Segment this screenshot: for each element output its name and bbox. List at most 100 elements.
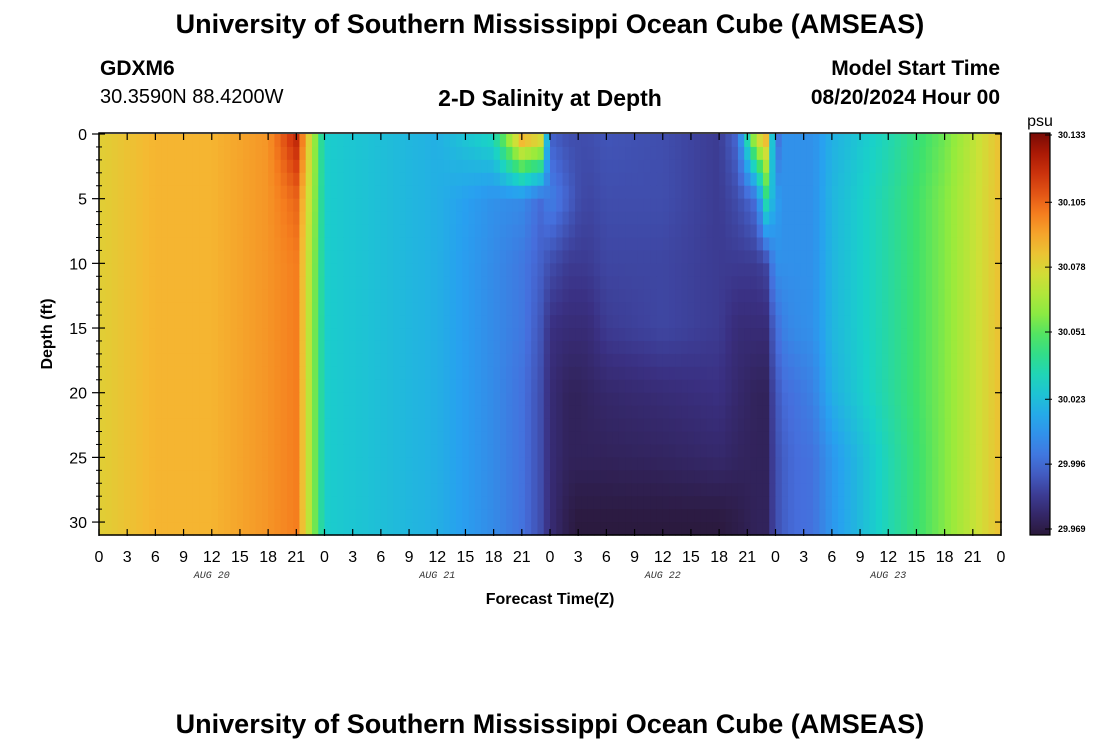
heatmap-cell: [631, 276, 639, 290]
heatmap-cell: [556, 134, 564, 148]
heatmap-cell: [593, 496, 601, 510]
heatmap-cell: [806, 224, 814, 239]
heatmap-cell: [180, 211, 188, 226]
heatmap-cell: [656, 392, 664, 407]
heatmap-cell: [907, 483, 914, 497]
heatmap-cell: [587, 353, 595, 368]
heatmap-cell: [537, 134, 545, 148]
heatmap-cell: [769, 237, 777, 252]
heatmap-cell: [274, 366, 282, 381]
heatmap-cell: [725, 496, 733, 510]
heatmap-cell: [744, 457, 752, 471]
heatmap-cell: [224, 211, 232, 226]
heatmap-cell: [218, 509, 225, 523]
heatmap-cell: [750, 211, 758, 226]
heatmap-cell: [249, 379, 257, 394]
heatmap-cell: [305, 328, 313, 342]
heatmap-cell: [136, 250, 144, 264]
heatmap-cell: [199, 289, 207, 303]
heatmap-cell: [136, 146, 144, 161]
heatmap-cell: [324, 237, 332, 252]
heatmap-cell: [662, 483, 670, 497]
heatmap-cell: [374, 172, 382, 187]
heatmap-cell: [261, 211, 269, 226]
heatmap-cell: [932, 431, 939, 446]
heatmap-cell: [637, 470, 645, 484]
heatmap-cell: [199, 146, 207, 161]
heatmap-cell: [756, 431, 764, 446]
heatmap-cell: [725, 444, 733, 458]
heatmap-cell: [249, 483, 257, 497]
heatmap-cell: [111, 250, 119, 264]
heatmap-cell: [537, 250, 545, 264]
heatmap-cell: [687, 353, 695, 368]
heatmap-cell: [737, 444, 745, 458]
heatmap-cell: [643, 496, 651, 510]
heatmap-cell: [737, 198, 745, 213]
heatmap-cell: [719, 224, 726, 239]
heatmap-cell: [543, 405, 551, 420]
heatmap-cell: [493, 496, 501, 510]
heatmap-cell: [430, 392, 438, 407]
heatmap-cell: [850, 509, 858, 523]
heatmap-cell: [167, 315, 175, 329]
heatmap-cell: [932, 366, 939, 381]
heatmap-cell: [844, 302, 852, 316]
heatmap-cell: [230, 198, 238, 213]
heatmap-cell: [318, 405, 326, 420]
heatmap-cell: [969, 263, 977, 277]
heatmap-cell: [806, 379, 814, 394]
heatmap-cell: [587, 315, 595, 329]
heatmap-cell: [117, 185, 125, 200]
heatmap-cell: [725, 289, 733, 303]
heatmap-cell: [149, 379, 156, 394]
heatmap-cell: [756, 444, 764, 458]
heatmap-cell: [975, 146, 983, 161]
heatmap-cell: [913, 405, 921, 420]
heatmap-cell: [149, 237, 156, 252]
heatmap-cell: [255, 522, 263, 536]
heatmap-cell: [712, 185, 720, 200]
heatmap-cell: [468, 496, 476, 510]
heatmap-cell: [575, 418, 582, 433]
heatmap-cell: [299, 159, 307, 174]
heatmap-cell: [806, 302, 814, 316]
heatmap-cell: [925, 340, 933, 355]
heatmap-cell: [230, 483, 238, 497]
heatmap-cell: [443, 457, 451, 471]
heatmap-cell: [562, 418, 570, 433]
heatmap-cell: [756, 159, 764, 174]
heatmap-cell: [174, 470, 182, 484]
heatmap-cell: [831, 509, 839, 523]
heatmap-cell: [631, 250, 639, 264]
heatmap-cell: [781, 431, 789, 446]
heatmap-cell: [261, 457, 269, 471]
heatmap-cell: [750, 302, 758, 316]
heatmap-cell: [650, 379, 658, 394]
heatmap-cell: [562, 198, 570, 213]
heatmap-cell: [512, 470, 520, 484]
heatmap-cell: [468, 444, 476, 458]
heatmap-cell: [894, 224, 902, 239]
heatmap-cell: [255, 146, 263, 161]
heatmap-cell: [299, 509, 307, 523]
heatmap-cell: [863, 405, 871, 420]
heatmap-cell: [556, 237, 564, 252]
heatmap-cell: [324, 328, 332, 342]
heatmap-cell: [831, 366, 839, 381]
heatmap-cell: [249, 250, 257, 264]
heatmap-cell: [493, 444, 501, 458]
heatmap-cell: [99, 483, 106, 497]
heatmap-cell: [994, 392, 1002, 407]
heatmap-cell: [418, 289, 426, 303]
heatmap-cell: [174, 250, 182, 264]
heatmap-cell: [725, 276, 733, 290]
heatmap-cell: [794, 418, 802, 433]
heatmap-cell: [643, 457, 651, 471]
heatmap-cell: [518, 379, 526, 394]
heatmap-cell: [731, 263, 739, 277]
heatmap-cell: [950, 250, 958, 264]
heatmap-cell: [136, 198, 144, 213]
heatmap-cell: [305, 250, 313, 264]
heatmap-cell: [330, 172, 338, 187]
